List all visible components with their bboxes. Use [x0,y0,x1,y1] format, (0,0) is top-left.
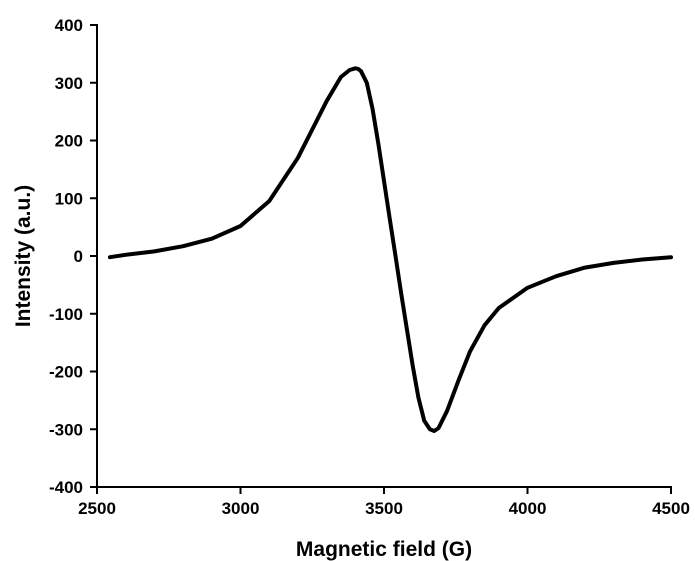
y-tick-label: -200 [49,363,83,382]
y-tick-label: 300 [55,74,83,93]
x-tick-label: 3500 [365,499,403,518]
x-tick-label: 4500 [652,499,690,518]
y-tick-label: -100 [49,305,83,324]
y-tick-label: 400 [55,16,83,35]
x-tick-label: 4000 [509,499,547,518]
x-tick-label: 3000 [222,499,260,518]
x-axis-ticks: 2500 3000 3500 4000 4500 [78,487,690,518]
y-tick-label: 0 [74,247,83,266]
x-axis-title: Magnetic field (G) [296,538,472,561]
y-axis-title: Intensity (a.u.) [12,185,35,327]
series-line [107,66,673,433]
y-tick-label: -400 [49,478,83,497]
y-axis-ticks: 400 300 200 100 0 -100 -200 -300 -400 [49,16,97,497]
y-tick-label: 200 [55,132,83,151]
x-tick-label: 2500 [78,499,116,518]
y-tick-label: 100 [55,189,83,208]
y-tick-label: -300 [49,420,83,439]
